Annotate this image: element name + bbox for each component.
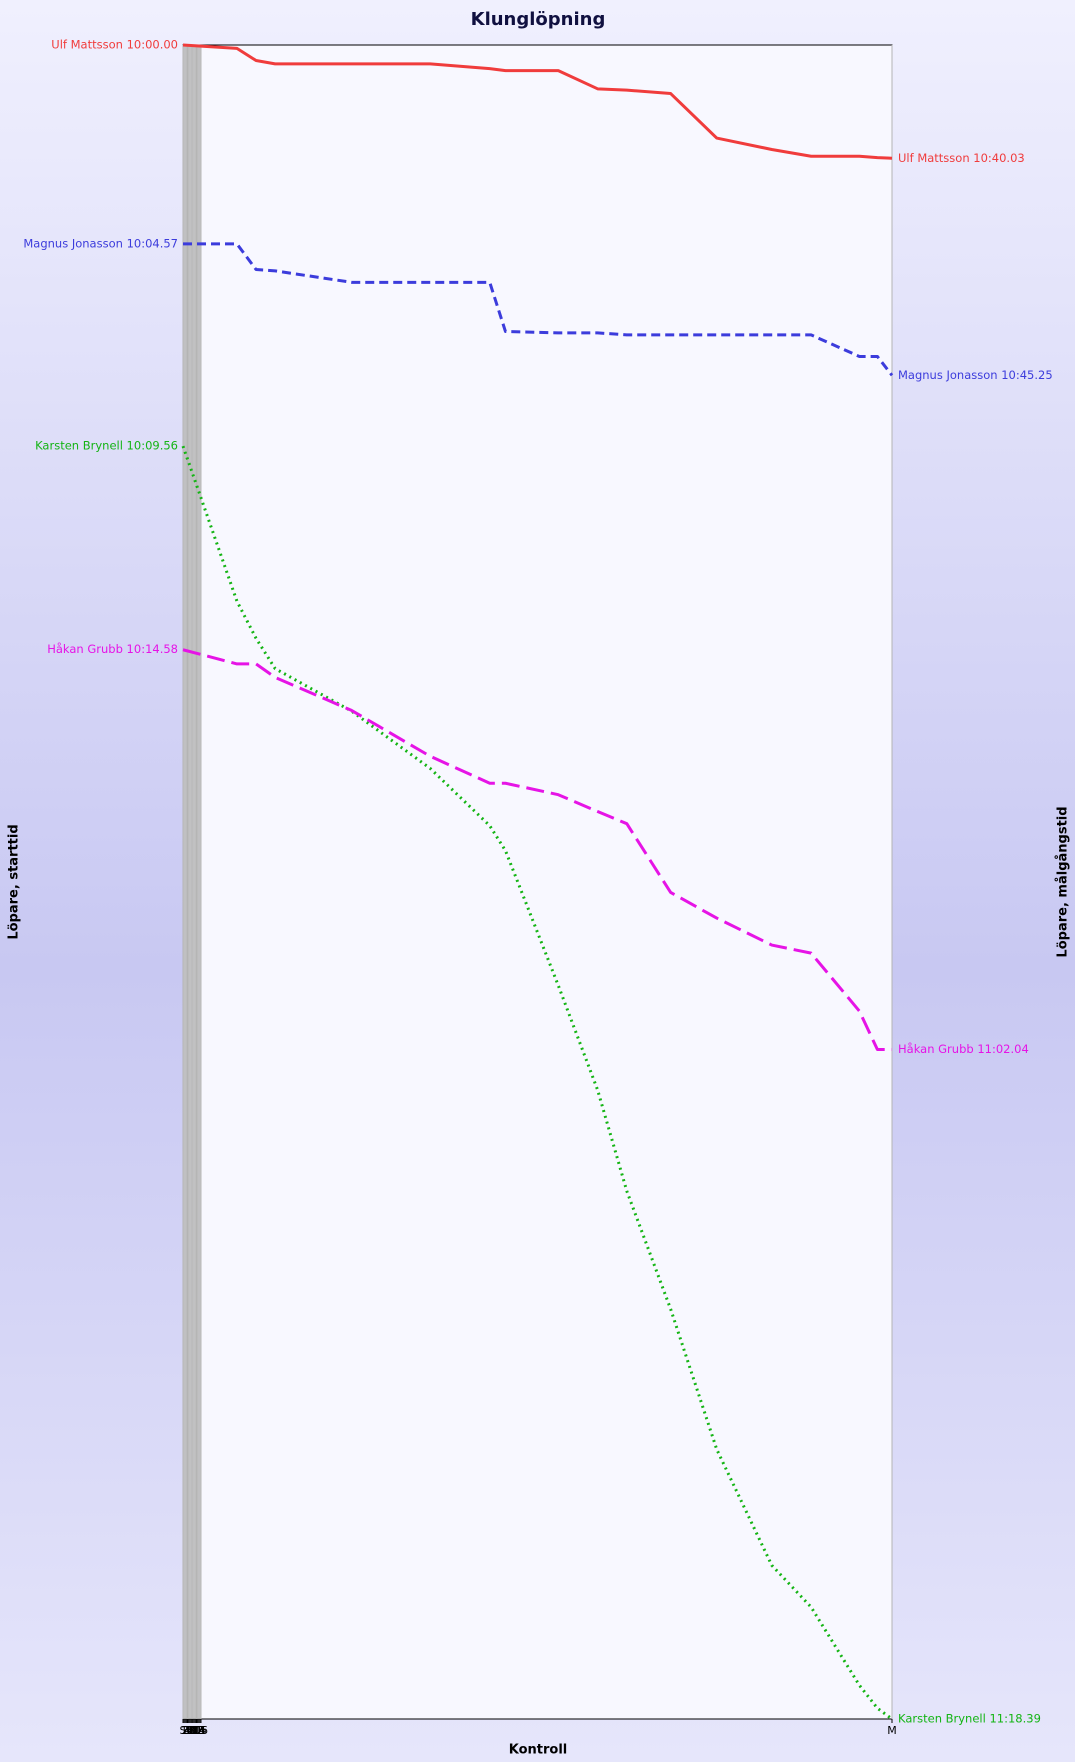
- x-tick-label: 10: [187, 1724, 201, 1737]
- end-label: Ulf Mattsson 10:40.03: [898, 151, 1025, 165]
- x-tick-label: 13: [191, 1724, 205, 1737]
- x-tick-label: 6: [186, 1724, 193, 1737]
- start-label: Ulf Mattsson 10:00.00: [51, 38, 178, 52]
- end-label: Håkan Grubb 11:02.04: [898, 1042, 1029, 1056]
- x-tick-label: 12: [189, 1724, 203, 1737]
- end-label: Magnus Jonasson 10:45.25: [898, 368, 1053, 382]
- end-label: Karsten Brynell 11:18.39: [898, 1712, 1041, 1726]
- x-tick-label: 9: [190, 1724, 197, 1737]
- chart-title: Klunglöpning: [471, 9, 606, 30]
- x-tick-label: 2: [182, 1724, 189, 1737]
- x-tick-label: 1: [181, 1724, 188, 1737]
- x-tick-label: 11: [188, 1724, 202, 1737]
- x-tick-label: 16: [194, 1724, 208, 1737]
- plot-area: [182, 44, 893, 1720]
- series-line: [182, 43, 893, 160]
- series-line: [183, 242, 894, 377]
- series-line: [182, 648, 892, 1052]
- start-label: Karsten Brynell 10:09.56: [35, 439, 178, 453]
- start-label: Magnus Jonasson 10:04.57: [23, 236, 178, 250]
- y2-axis-label: Löpare, målgångstid: [1056, 806, 1071, 957]
- x-tick-label: 5: [185, 1724, 192, 1737]
- series-line: [181, 445, 893, 1721]
- x-tick-label: 15: [193, 1724, 207, 1737]
- x-tick-label: 4: [184, 1724, 191, 1737]
- start-label: Håkan Grubb 10:14.58: [47, 642, 178, 656]
- x-tick-label: 3: [183, 1724, 190, 1737]
- x-tick-label: S: [180, 1724, 187, 1737]
- x-tick-label: 14: [192, 1724, 206, 1737]
- x-axis-label: Kontroll: [509, 1743, 568, 1758]
- x-tick-label: 8: [188, 1724, 195, 1737]
- x-tick-label: 7: [187, 1724, 194, 1737]
- x-tick-label: M: [887, 1724, 897, 1737]
- y-axis-label: Löpare, starttid: [7, 824, 22, 939]
